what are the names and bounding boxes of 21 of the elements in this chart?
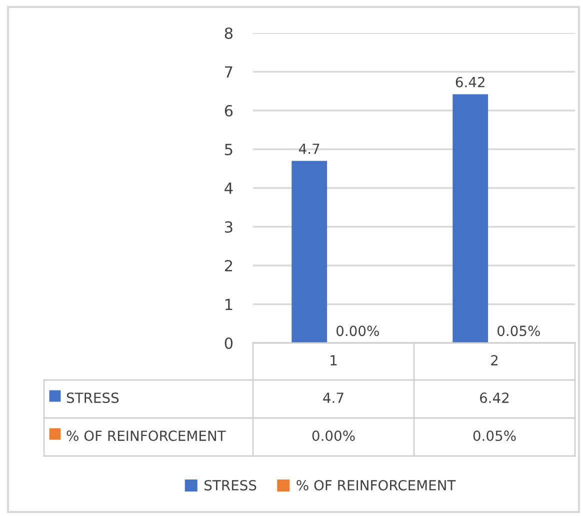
- text: 4.7: [298, 144, 320, 154]
- text: 0.00%: [336, 326, 379, 336]
- y-tick-label: 5: [225, 144, 232, 156]
- y-tick-label: 7: [225, 66, 232, 78]
- text: STRESS: [66, 392, 119, 404]
- y-tick-label: 4: [224, 182, 233, 194]
- legend-label: % OF REINFORCEMENT: [296, 480, 456, 490]
- y-tick-label: 3: [225, 221, 232, 233]
- text: 6.42: [456, 76, 484, 88]
- text: 0.05%: [498, 326, 540, 336]
- legend-label: STRESS: [204, 480, 256, 490]
- data-label: 0.05%: [473, 430, 516, 442]
- y-tick-label: 0: [224, 337, 233, 350]
- data-label: 6.42: [480, 392, 509, 404]
- data-label: 4.7: [323, 392, 344, 403]
- data-label: 0.00%: [312, 430, 355, 442]
- y-tick-label: 1: [226, 298, 232, 310]
- y-tick-label: 8: [224, 27, 233, 40]
- text: % OF REINFORCEMENT: [66, 430, 226, 442]
- y-tick-label: 2: [224, 260, 232, 272]
- y-tick-label: 6: [224, 104, 233, 117]
